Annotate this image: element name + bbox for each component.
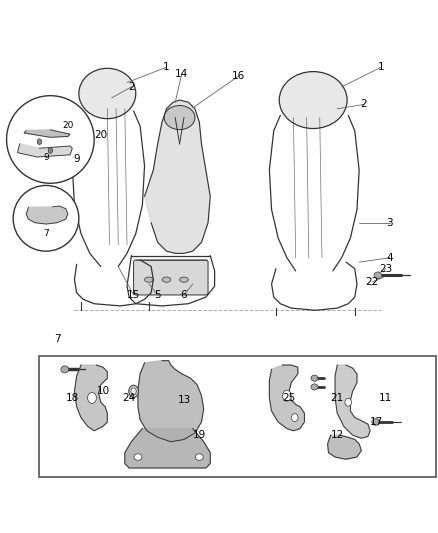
Text: 20: 20 xyxy=(94,130,107,140)
Bar xyxy=(39,356,436,477)
Text: 16: 16 xyxy=(232,71,245,81)
Ellipse shape xyxy=(37,139,42,144)
Polygon shape xyxy=(18,144,72,157)
Ellipse shape xyxy=(291,414,298,422)
Ellipse shape xyxy=(311,384,318,390)
Ellipse shape xyxy=(195,454,203,461)
Text: 11: 11 xyxy=(379,393,392,403)
Text: 7: 7 xyxy=(43,229,49,238)
Ellipse shape xyxy=(88,392,96,403)
Ellipse shape xyxy=(345,398,352,406)
Text: 5: 5 xyxy=(154,290,161,300)
Text: 4: 4 xyxy=(386,253,393,263)
Text: 24: 24 xyxy=(123,393,136,403)
Ellipse shape xyxy=(61,366,69,373)
Text: 9: 9 xyxy=(73,154,80,164)
Polygon shape xyxy=(26,206,68,224)
Ellipse shape xyxy=(283,390,291,401)
Text: 25: 25 xyxy=(283,393,296,403)
Ellipse shape xyxy=(79,68,136,119)
Text: 1: 1 xyxy=(378,62,385,72)
Ellipse shape xyxy=(374,272,382,279)
FancyBboxPatch shape xyxy=(134,260,208,295)
Ellipse shape xyxy=(131,388,136,395)
Text: 6: 6 xyxy=(180,290,187,300)
Text: 15: 15 xyxy=(127,290,140,300)
Ellipse shape xyxy=(279,71,347,128)
Ellipse shape xyxy=(164,106,195,130)
Text: 19: 19 xyxy=(193,430,206,440)
Polygon shape xyxy=(24,130,70,138)
Text: 17: 17 xyxy=(370,417,383,427)
Polygon shape xyxy=(269,365,304,431)
Text: 2: 2 xyxy=(360,100,367,109)
Circle shape xyxy=(7,96,94,183)
Text: 21: 21 xyxy=(331,393,344,403)
Ellipse shape xyxy=(134,454,142,461)
Text: 9: 9 xyxy=(43,154,49,163)
Text: 13: 13 xyxy=(177,395,191,405)
Text: 10: 10 xyxy=(96,386,110,397)
Ellipse shape xyxy=(311,375,318,381)
Text: 14: 14 xyxy=(175,69,188,79)
Circle shape xyxy=(13,185,79,251)
Ellipse shape xyxy=(162,277,171,282)
Text: 1: 1 xyxy=(163,62,170,72)
Ellipse shape xyxy=(48,148,53,154)
Ellipse shape xyxy=(145,277,153,282)
Ellipse shape xyxy=(180,277,188,282)
Polygon shape xyxy=(335,365,370,438)
Polygon shape xyxy=(74,365,107,431)
Text: 12: 12 xyxy=(331,430,344,440)
Text: 3: 3 xyxy=(386,217,393,228)
Text: 2: 2 xyxy=(128,82,135,92)
Text: 18: 18 xyxy=(66,393,79,403)
Polygon shape xyxy=(138,361,204,442)
Polygon shape xyxy=(328,435,361,459)
Ellipse shape xyxy=(129,385,138,398)
Polygon shape xyxy=(125,429,210,468)
Text: 20: 20 xyxy=(62,121,74,130)
Polygon shape xyxy=(145,100,210,253)
Ellipse shape xyxy=(372,419,380,425)
Text: 22: 22 xyxy=(366,277,379,287)
Text: 23: 23 xyxy=(379,264,392,273)
Text: 7: 7 xyxy=(53,334,60,344)
